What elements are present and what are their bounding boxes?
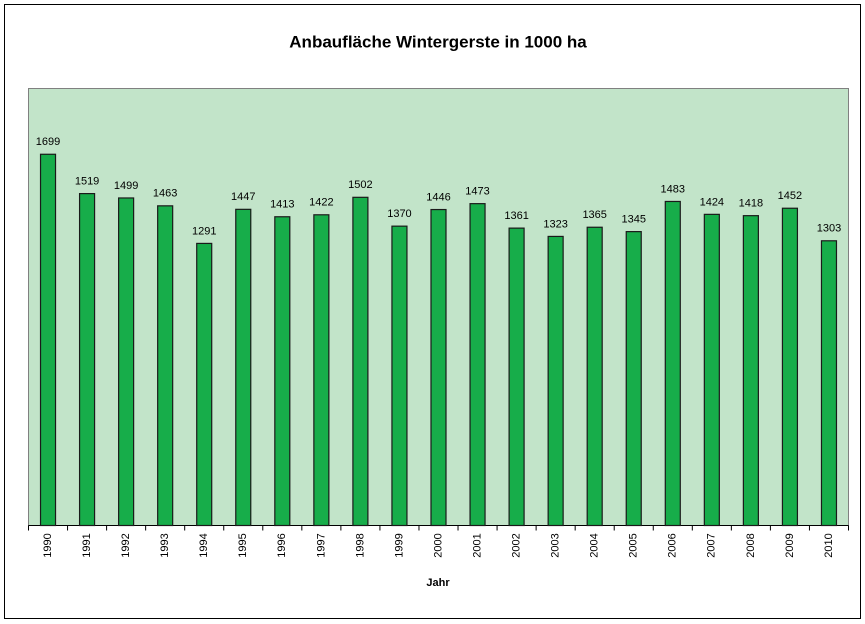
x-tick-label: 2004 (589, 533, 601, 557)
value-label: 1502 (348, 179, 372, 191)
bar (391, 225, 408, 527)
x-tick-label: 2010 (823, 533, 835, 557)
value-label: 1365 (582, 209, 606, 221)
x-tick-label: 2003 (550, 533, 562, 557)
bar (157, 205, 174, 527)
chart-title: Anbaufläche Wintergerste in 1000 ha (289, 32, 587, 51)
bar (586, 226, 603, 527)
value-label: 1446 (426, 191, 450, 203)
x-tick-label: 2002 (511, 533, 523, 557)
value-label: 1418 (739, 198, 763, 210)
x-tick-label: 2007 (706, 533, 718, 557)
x-tick-label: 2009 (784, 533, 796, 557)
bar (274, 216, 291, 527)
value-label: 1422 (309, 197, 333, 209)
x-tick-label: 2001 (471, 533, 483, 557)
value-label: 1424 (700, 196, 724, 208)
x-tick-label: 1992 (120, 533, 132, 557)
x-tick-label: 1995 (237, 533, 249, 557)
x-tick-label: 1997 (315, 533, 327, 557)
x-tick-label: 2008 (745, 533, 757, 557)
value-label: 1519 (75, 176, 99, 188)
bar (469, 203, 486, 527)
bar (547, 235, 564, 527)
bar (39, 153, 57, 527)
x-tick-label: 2006 (667, 533, 679, 557)
x-tick-label: 1993 (159, 533, 171, 557)
value-label: 1370 (387, 208, 411, 220)
value-label: 1463 (153, 188, 177, 200)
value-label: 1499 (114, 180, 138, 192)
x-tick-label: 1996 (276, 533, 288, 557)
x-axis-label: Jahr (426, 577, 450, 589)
bar (235, 208, 252, 527)
bar (118, 197, 135, 527)
value-label: 1361 (504, 210, 528, 222)
bar (703, 213, 720, 527)
bar (508, 227, 525, 527)
value-label: 1413 (270, 199, 294, 211)
x-tick-label: 1999 (393, 533, 405, 557)
value-label: 1473 (465, 186, 489, 198)
x-tick-label: 1998 (354, 533, 366, 557)
value-label: 1345 (621, 214, 645, 226)
x-tick-label: 2000 (432, 533, 444, 557)
bar (625, 231, 642, 527)
value-label: 1323 (543, 218, 567, 230)
bar (820, 240, 838, 527)
bar (781, 207, 799, 527)
x-tick-label: 1994 (198, 533, 210, 557)
value-label: 1452 (778, 190, 802, 202)
value-label: 1699 (36, 136, 60, 148)
bar (313, 214, 330, 527)
bar (78, 192, 96, 527)
x-tick-label: 2005 (628, 533, 640, 557)
value-label: 1483 (661, 183, 685, 195)
value-label: 1303 (817, 223, 841, 235)
value-label: 1447 (231, 191, 255, 203)
bar (742, 215, 759, 527)
x-tick-label: 1990 (42, 533, 54, 557)
bar (352, 196, 369, 527)
value-label: 1291 (192, 225, 216, 237)
bar (196, 242, 213, 527)
bar (664, 200, 681, 527)
x-tick-label: 1991 (81, 533, 93, 557)
bar (430, 208, 447, 527)
